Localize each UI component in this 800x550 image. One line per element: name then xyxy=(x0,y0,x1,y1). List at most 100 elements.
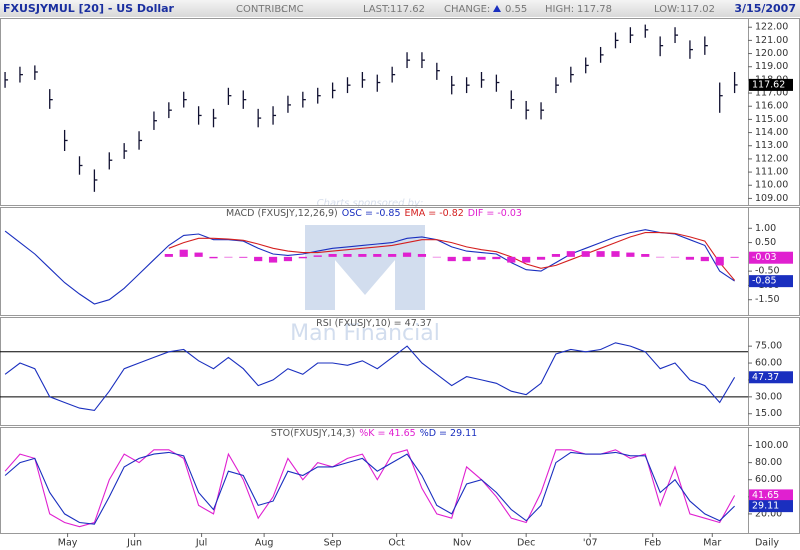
panel-frame xyxy=(0,18,800,206)
histogram-bar xyxy=(447,256,456,262)
series-line xyxy=(168,232,736,281)
histogram-bar xyxy=(730,256,739,258)
last-value-label: -0.03 xyxy=(752,252,777,263)
logo xyxy=(305,225,425,310)
y-tick-label: 1.00 xyxy=(755,223,776,234)
y-tick-label: 20.00 xyxy=(755,508,782,519)
panel-title: RSI (FXUSJY,10) = 47.37 xyxy=(316,318,432,329)
panel-title-text: STO(FXUSJY,14,3) xyxy=(271,428,355,439)
histogram-bar xyxy=(298,256,307,259)
last-value-label: 29.11 xyxy=(752,501,779,512)
last-value-label: 117.62 xyxy=(752,79,785,90)
up-arrow xyxy=(493,5,501,12)
histogram-bar xyxy=(268,256,278,263)
histogram-bar xyxy=(343,254,352,257)
y-tick-label: 100.00 xyxy=(755,440,788,451)
series-line xyxy=(4,342,736,411)
low-label: LOW: xyxy=(654,4,680,15)
contrib: CMC xyxy=(281,4,304,15)
last-value-box xyxy=(749,489,793,502)
legend-entry: EMA = -0.82 xyxy=(405,208,464,219)
y-tick-label: 121.00 xyxy=(755,35,788,46)
date: 3/15/2007 xyxy=(734,2,796,15)
histogram-bar xyxy=(239,256,248,258)
x-axis-label: Daily xyxy=(755,538,779,549)
histogram-bar xyxy=(388,254,397,257)
histogram-bar xyxy=(656,256,665,258)
last-value-label: -0.85 xyxy=(752,276,777,287)
histogram-bar xyxy=(402,252,412,257)
y-tick-label: 75.00 xyxy=(755,341,782,352)
y-tick-label: 112.00 xyxy=(755,153,788,164)
x-tick-label: Mar xyxy=(703,538,721,549)
low: 117.02 xyxy=(680,4,715,15)
symbol: FXUSJYMUL [20] - US Dollar xyxy=(3,2,175,15)
histogram-bar xyxy=(179,249,188,257)
x-tick-label: Oct xyxy=(388,538,405,549)
y-tick-label: 15.00 xyxy=(755,408,782,419)
y-tick-label: 117.00 xyxy=(755,88,788,99)
watermark: Charts sponsored by: Man Financial xyxy=(290,198,440,346)
header-bar xyxy=(0,0,800,17)
histogram-bar xyxy=(492,256,501,260)
series-line xyxy=(4,449,736,528)
y-tick-label: 109.00 xyxy=(755,193,788,204)
histogram-bar xyxy=(164,254,173,257)
panel-title-text: MACD (FXUSJY,12,26,9) xyxy=(226,208,338,219)
y-tick-label: 120.00 xyxy=(755,48,788,59)
brand-text: Man Financial xyxy=(290,321,440,346)
last-value-box xyxy=(749,78,793,91)
histogram-bar xyxy=(194,252,203,257)
y-tick-label: 114.00 xyxy=(755,127,788,138)
histogram-bar xyxy=(417,254,427,257)
y-tick-label: -1.50 xyxy=(755,294,780,305)
y-tick-label: 110.00 xyxy=(755,180,788,191)
histogram-bar xyxy=(685,256,695,260)
last-value-box xyxy=(749,251,793,264)
y-tick-label: 60.00 xyxy=(755,358,782,369)
contrib-label: CONTRIB: xyxy=(236,4,285,15)
y-tick-label: 122.00 xyxy=(755,22,788,33)
x-tick-label: Jul xyxy=(195,538,207,549)
x-tick-label: Aug xyxy=(255,538,274,549)
series-line xyxy=(4,451,735,525)
histogram-bar xyxy=(507,256,516,263)
histogram-bar xyxy=(626,252,635,257)
x-tick-label: '07 xyxy=(583,538,598,549)
last-value-box xyxy=(749,500,793,513)
histogram-bar xyxy=(224,256,233,258)
histogram-bar xyxy=(641,254,650,257)
histogram-bar xyxy=(551,254,561,257)
legend-entry: DIF = -0.03 xyxy=(468,208,522,219)
histogram-bar xyxy=(522,256,531,263)
change-label: CHANGE: xyxy=(444,4,490,15)
sponsor-text: Charts sponsored by: xyxy=(317,198,424,209)
legend-entry: %D = 29.11 xyxy=(420,428,478,439)
last-value-box xyxy=(749,371,793,384)
x-tick-label: Feb xyxy=(644,538,661,549)
last-value-label: 47.37 xyxy=(752,372,779,383)
histogram-bar xyxy=(536,256,546,260)
y-tick-label: 30.00 xyxy=(755,391,782,402)
histogram-bar xyxy=(715,256,724,266)
high-label: HIGH: xyxy=(545,4,574,15)
histogram-bar xyxy=(611,251,620,257)
y-tick-label: 111.00 xyxy=(755,167,788,178)
panel-title: STO(FXUSJY,14,3) %K = 41.65 %D = 29.11 xyxy=(271,428,477,439)
x-tick-label: Nov xyxy=(453,538,472,549)
y-tick-label: 0.50 xyxy=(755,237,776,248)
legend-entry: %K = 41.65 xyxy=(359,428,415,439)
histogram-bar xyxy=(462,256,471,262)
y-tick-label: 80.00 xyxy=(755,457,782,468)
histogram-bar xyxy=(477,256,486,260)
last-value-box xyxy=(749,275,793,288)
series-line xyxy=(4,229,735,305)
histogram-bar xyxy=(254,256,263,262)
panel-title-text: RSI (FXUSJY,10) = 47.37 xyxy=(316,318,432,329)
histogram-bar xyxy=(313,255,322,257)
y-tick-label: -0.50 xyxy=(755,266,780,277)
last: 117.62 xyxy=(390,4,425,15)
legend-entry: OSC = -0.85 xyxy=(342,208,401,219)
